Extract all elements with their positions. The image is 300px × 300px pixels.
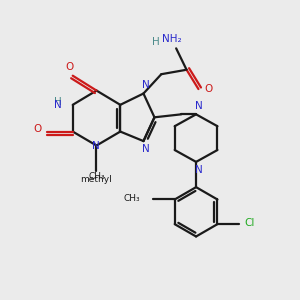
Text: N: N [54, 100, 61, 110]
Text: N: N [142, 144, 150, 154]
Text: N: N [195, 165, 203, 175]
Text: O: O [33, 124, 41, 134]
Text: H: H [54, 98, 61, 107]
Text: O: O [66, 62, 74, 72]
Text: Cl: Cl [244, 218, 254, 228]
Text: NH₂: NH₂ [162, 34, 182, 44]
Text: CH₃: CH₃ [123, 194, 140, 202]
Text: O: O [205, 84, 213, 94]
Text: CH₃: CH₃ [88, 172, 105, 181]
Text: N: N [195, 101, 203, 111]
Text: N: N [92, 141, 100, 151]
Text: N: N [142, 80, 150, 90]
Text: methyl: methyl [81, 175, 112, 184]
Text: H: H [152, 37, 160, 47]
